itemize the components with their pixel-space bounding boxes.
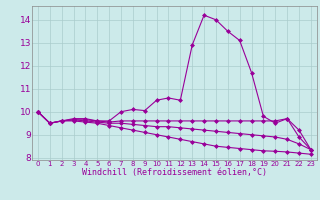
X-axis label: Windchill (Refroidissement éolien,°C): Windchill (Refroidissement éolien,°C) [82, 168, 267, 177]
